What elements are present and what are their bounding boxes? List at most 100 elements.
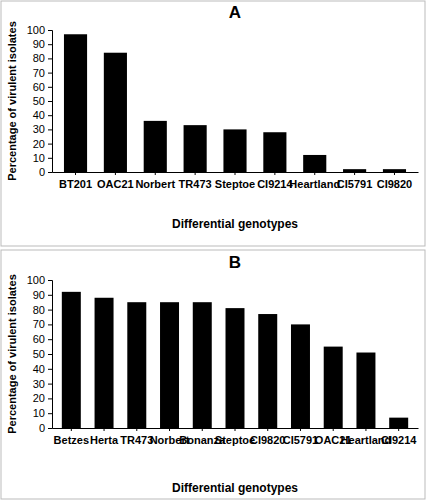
- bar: [64, 34, 87, 172]
- bar: [160, 302, 179, 428]
- y-tick-label: 50: [33, 348, 45, 360]
- y-tick: 40: [33, 363, 52, 375]
- x-tick-mark: [71, 428, 72, 431]
- bar: [144, 121, 167, 172]
- y-tick-label: 40: [33, 363, 45, 375]
- y-axis-title: Percentage of virulent isolates: [6, 21, 18, 181]
- y-tick-mark: [48, 369, 52, 370]
- y-tick-label: 70: [33, 67, 45, 79]
- chart-title: B: [229, 253, 241, 272]
- y-tick-mark: [48, 158, 52, 159]
- bar: [383, 169, 406, 172]
- x-tick-label: Betzes: [54, 434, 89, 446]
- y-tick-label: 80: [33, 52, 45, 64]
- y-tick: 20: [33, 392, 52, 404]
- y-tick-mark: [48, 44, 52, 45]
- y-tick-mark: [48, 428, 52, 429]
- x-tick-mark: [300, 428, 301, 431]
- y-tick-label: 90: [33, 38, 45, 50]
- x-tick-label: CI9820: [250, 434, 285, 446]
- bar: [356, 353, 375, 428]
- y-axis-title: Percentage of virulent isolates: [6, 274, 18, 434]
- x-tick-mark: [267, 428, 268, 431]
- y-tick-label: 10: [33, 152, 45, 164]
- y-tick: 50: [33, 95, 52, 107]
- x-tick-label: CI9214: [381, 434, 417, 446]
- x-tick-label: Heartland: [289, 178, 340, 190]
- y-tick: 30: [33, 378, 52, 390]
- x-tick: Betzes: [54, 428, 89, 446]
- y-tick: 30: [33, 123, 52, 135]
- y-tick-mark: [48, 73, 52, 74]
- x-tick: TR473: [179, 172, 212, 190]
- y-tick: 90: [33, 289, 52, 301]
- y-axis-line: [48, 281, 53, 429]
- x-tick: TR473: [120, 428, 153, 446]
- x-tick-mark: [398, 428, 399, 431]
- x-tick-mark: [195, 172, 196, 175]
- x-tick-label: OAC21: [97, 178, 134, 190]
- y-tick-mark: [48, 413, 52, 414]
- y-tick: 20: [33, 138, 52, 150]
- y-tick-label: 100: [27, 274, 45, 286]
- y-tick-label: 40: [33, 109, 45, 121]
- bars: [64, 34, 406, 172]
- x-tick-label: CI5791: [283, 434, 318, 446]
- y-axis: 0102030405060708090100: [27, 24, 53, 178]
- y-tick: 90: [33, 38, 52, 50]
- x-tick-label: TR473: [179, 178, 212, 190]
- x-tick-mark: [235, 428, 236, 431]
- bar: [303, 155, 326, 172]
- y-tick: 70: [33, 318, 52, 330]
- y-tick-mark: [48, 129, 52, 130]
- y-tick-label: 80: [33, 304, 45, 316]
- y-tick-mark: [48, 354, 52, 355]
- y-tick: 0: [39, 166, 52, 178]
- y-tick-mark: [48, 339, 52, 340]
- x-tick-mark: [75, 172, 76, 175]
- y-tick-mark: [48, 295, 52, 296]
- x-tick-mark: [333, 428, 334, 431]
- y-tick-mark: [48, 58, 52, 59]
- y-tick-mark: [48, 30, 52, 31]
- bar: [104, 53, 127, 172]
- x-tick-mark: [274, 172, 275, 175]
- bar: [127, 302, 146, 428]
- bar: [263, 132, 286, 172]
- x-tick: Norbert: [135, 172, 175, 190]
- x-tick-label: Norbert: [135, 178, 175, 190]
- y-tick-label: 50: [33, 95, 45, 107]
- y-tick: 80: [33, 304, 52, 316]
- bar: [95, 298, 114, 428]
- x-tick: CI5791: [337, 172, 372, 190]
- bar: [291, 324, 310, 428]
- x-axis-title: Differential genotypes: [172, 481, 298, 495]
- x-tick-label: CI9820: [377, 178, 412, 190]
- y-tick-mark: [48, 87, 52, 88]
- x-tick-label: CI9214: [257, 178, 293, 190]
- x-tick: CI9214: [257, 172, 293, 190]
- x-tick-label: Steptoe: [215, 178, 255, 190]
- bar: [193, 302, 212, 428]
- x-tick-mark: [314, 172, 315, 175]
- x-tick-mark: [169, 428, 170, 431]
- x-axis: BT201 OAC21Norbert TR473SteptoeCI9214Heart…: [53, 172, 419, 190]
- x-tick-mark: [394, 172, 395, 175]
- bar: [324, 347, 343, 428]
- x-tick: CI9820: [377, 172, 412, 190]
- y-tick-label: 20: [33, 392, 45, 404]
- y-tick-mark: [48, 144, 52, 145]
- y-tick: 70: [33, 67, 52, 79]
- y-tick-mark: [48, 310, 52, 311]
- y-tick-label: 10: [33, 407, 45, 419]
- y-axis-line: [48, 31, 53, 173]
- y-tick-mark: [48, 384, 52, 385]
- x-tick-label: BT201: [59, 178, 92, 190]
- y-tick: 10: [33, 407, 52, 419]
- y-tick-label: 100: [27, 24, 45, 36]
- y-tick-mark: [48, 324, 52, 325]
- y-tick-label: 30: [33, 378, 45, 390]
- y-tick: 40: [33, 109, 52, 121]
- bar: [223, 129, 246, 172]
- panel-frame: [1, 1, 425, 246]
